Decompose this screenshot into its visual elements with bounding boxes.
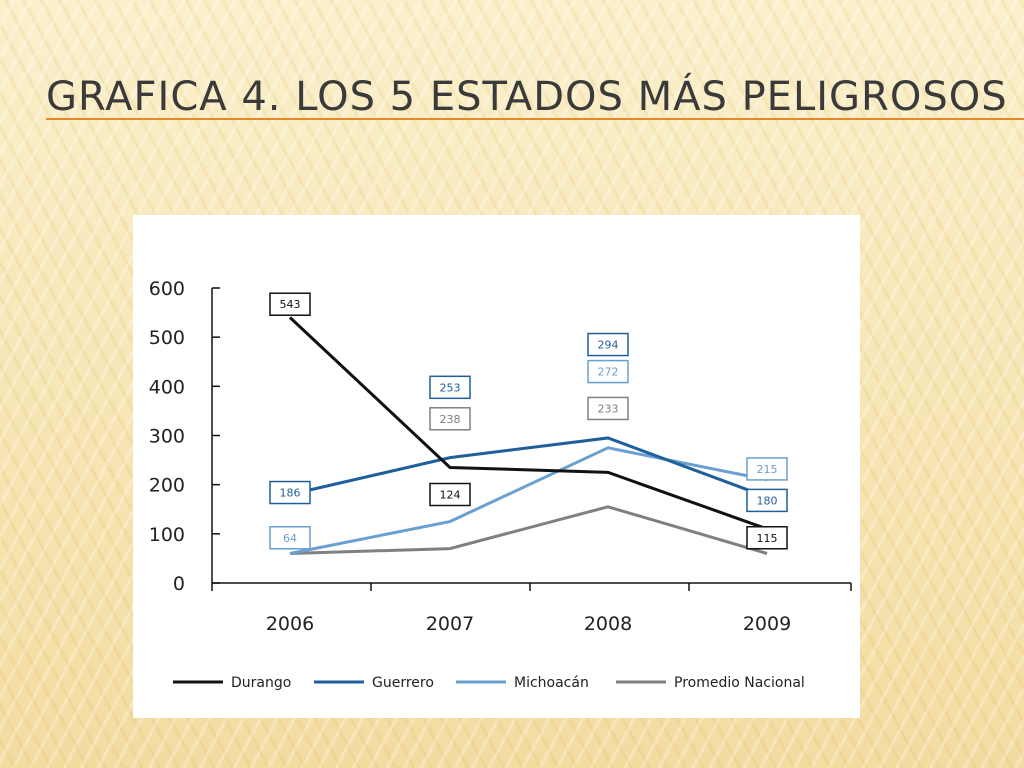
data-label: 180 bbox=[757, 494, 778, 507]
data-label: 238 bbox=[440, 413, 461, 426]
data-label-box bbox=[429, 482, 471, 507]
series-line-promedio-nacional bbox=[289, 505, 768, 555]
chart-panel: 0 100 200 300 400 500 600 2006 2007 2008 2009 543 25… bbox=[133, 215, 860, 718]
legend-label-guerrero: Guerrero bbox=[372, 675, 434, 691]
series-line-michoacán bbox=[289, 446, 768, 555]
y-tick-label: 600 bbox=[149, 278, 185, 300]
data-label-box bbox=[587, 359, 629, 384]
data-label-box bbox=[429, 375, 471, 400]
y-tick-label: 300 bbox=[149, 426, 185, 448]
y-tick-label: 100 bbox=[149, 524, 185, 546]
slide-title: GRAFICA 4. LOS 5 ESTADOS MÁS PELIGROSOS bbox=[46, 74, 1008, 120]
data-label: 543 bbox=[280, 298, 301, 311]
data-label-box bbox=[587, 332, 629, 357]
data-label-box bbox=[269, 480, 311, 505]
data-label: 294 bbox=[598, 339, 619, 352]
data-label-box bbox=[269, 292, 311, 316]
data-label: 64 bbox=[283, 532, 297, 545]
data-label-box bbox=[746, 488, 788, 513]
legend-label-durango: Durango bbox=[231, 675, 291, 691]
y-tick-label: 0 bbox=[173, 573, 185, 595]
data-label: 186 bbox=[280, 487, 301, 500]
y-tick-label: 400 bbox=[149, 376, 185, 398]
data-label-box bbox=[429, 407, 471, 431]
data-label-box bbox=[746, 457, 788, 481]
data-label: 124 bbox=[440, 489, 461, 502]
series-line-durango bbox=[288, 316, 768, 531]
data-label-box bbox=[587, 396, 629, 421]
line-chart: 0 100 200 300 400 500 600 2006 2007 2008 2009 543 25… bbox=[149, 278, 852, 691]
x-tick-label: 2008 bbox=[584, 613, 632, 635]
y-tick-label: 500 bbox=[149, 327, 185, 349]
series-line-guerrero bbox=[289, 436, 768, 499]
legend-label-michoacán: Michoacán bbox=[514, 675, 589, 691]
y-tick-label: 200 bbox=[149, 475, 185, 497]
data-label-box bbox=[746, 526, 788, 550]
title-underline bbox=[46, 118, 1024, 120]
data-label: 115 bbox=[757, 532, 778, 545]
data-label: 215 bbox=[757, 463, 778, 476]
x-tick-label: 2006 bbox=[266, 613, 314, 635]
data-label: 253 bbox=[440, 381, 461, 394]
x-tick-label: 2009 bbox=[743, 613, 791, 635]
x-tick-label: 2007 bbox=[426, 613, 474, 635]
legend-label-promedio-nacional: Promedio Nacional bbox=[674, 675, 805, 691]
data-label: 272 bbox=[598, 366, 619, 379]
data-label: 233 bbox=[598, 402, 619, 415]
data-label-box bbox=[269, 526, 311, 550]
